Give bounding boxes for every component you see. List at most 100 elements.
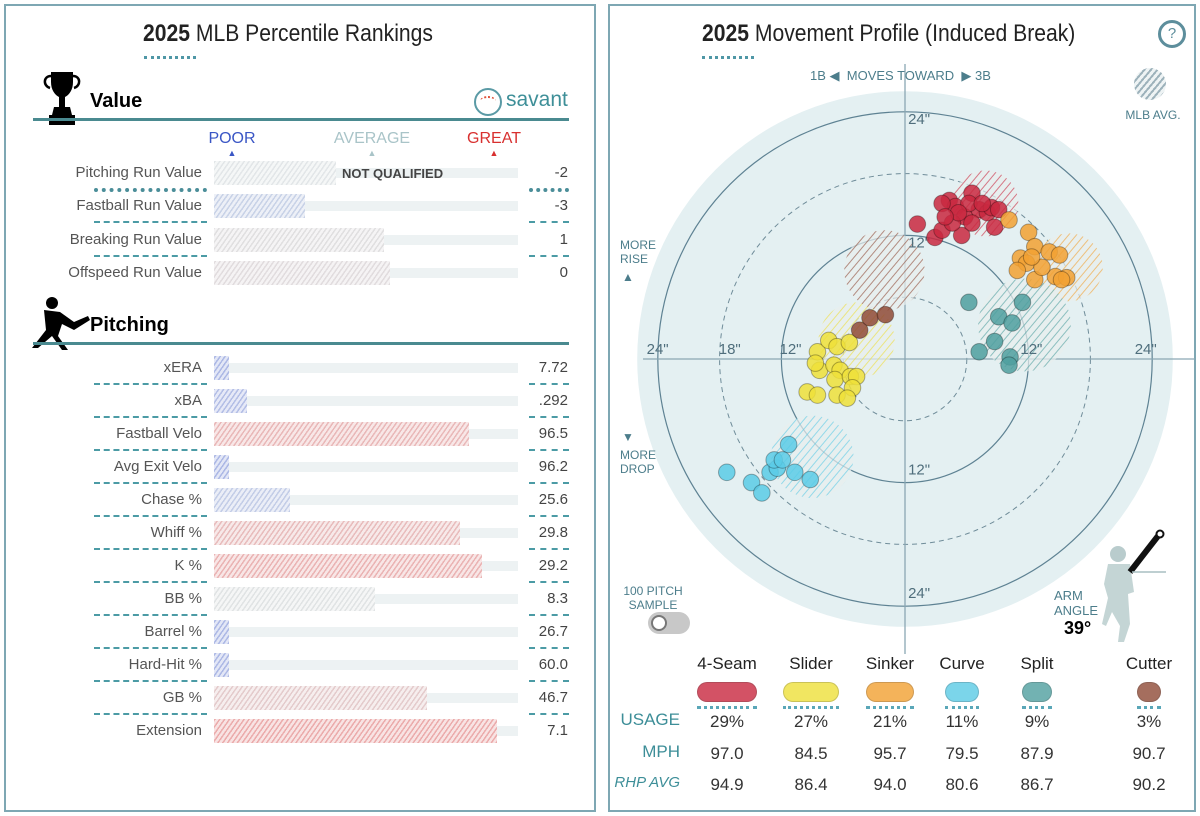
metric-label: xERA xyxy=(163,359,202,376)
arm-angle-figure-icon xyxy=(1102,529,1166,642)
percentile-bar[interactable] xyxy=(214,260,391,285)
metric-value: 25.6 xyxy=(538,491,568,508)
ring-label: 12" xyxy=(908,235,930,252)
metric-label: Barrel % xyxy=(144,623,202,640)
pitch-type-toggle[interactable] xyxy=(866,682,914,702)
percentile-bar[interactable] xyxy=(214,653,230,677)
percentile-title: 2025 MLB Percentile Rankings xyxy=(143,20,433,47)
metric-label: Offspeed Run Value xyxy=(68,263,202,281)
percentile-rankings-panel: 2025 MLB Percentile Rankings Value savan… xyxy=(4,4,596,812)
row-divider xyxy=(529,449,569,451)
metric-value: 1 xyxy=(559,230,568,248)
row-divider xyxy=(94,416,207,418)
savant-logo-icon xyxy=(474,88,502,116)
pitch-point-curve xyxy=(742,473,761,492)
percentile-bar[interactable] xyxy=(214,422,470,446)
pitch-point-split xyxy=(1003,314,1021,332)
pitch-type-toggle[interactable] xyxy=(945,682,979,702)
percentile-bar[interactable] xyxy=(214,554,482,578)
percentile-bar[interactable] xyxy=(214,389,248,413)
usage-value: 11% xyxy=(945,712,979,731)
direction-label: 1B ◀ MOVES TOWARD ▶ 3B xyxy=(810,68,991,83)
percentile-bar[interactable] xyxy=(214,686,427,710)
sample-toggle[interactable] xyxy=(648,612,690,634)
help-button[interactable]: ? xyxy=(1158,20,1186,48)
trophy-icon xyxy=(43,72,81,125)
metric-value: 60.0 xyxy=(538,656,568,673)
pitcher-icon xyxy=(32,297,90,350)
percentile-bar[interactable] xyxy=(214,356,230,380)
ring-label: 24" xyxy=(1135,341,1157,358)
drop-arrow-icon: ▼ xyxy=(622,430,634,444)
percentile-bar[interactable] xyxy=(214,587,376,611)
row-divider xyxy=(94,482,207,484)
pitch-type-toggle[interactable] xyxy=(1137,682,1161,702)
value-section-title: Value xyxy=(90,90,143,112)
usage-value: 29% xyxy=(709,712,745,731)
mph-value: 87.9 xyxy=(1020,744,1054,763)
pitch-point-curve xyxy=(718,463,736,482)
rhp-avg-value: 94.0 xyxy=(873,775,907,794)
percentile-bar[interactable] xyxy=(214,488,290,512)
percentile-bar[interactable] xyxy=(214,521,461,545)
pitch-type-name: Sinker xyxy=(865,654,915,673)
pitch-point-slider xyxy=(806,354,825,372)
row-divider xyxy=(529,188,569,192)
more-rise-label: MORE RISE xyxy=(620,238,656,266)
pitch-type-name: Slider xyxy=(789,654,833,673)
pitch-type-toggle[interactable] xyxy=(783,682,839,702)
scale-great: GREAT ▲ xyxy=(454,130,534,158)
row-divider xyxy=(529,647,569,649)
row-divider xyxy=(94,515,207,517)
metric-label: Avg Exit Velo xyxy=(113,458,202,475)
pitch-type-toggle[interactable] xyxy=(697,682,757,702)
pitch-type-name: Cutter xyxy=(1125,654,1173,673)
percentile-track xyxy=(214,462,518,472)
row-divider xyxy=(94,449,207,451)
ring-label: 24" xyxy=(908,585,930,602)
row-divider xyxy=(529,254,569,257)
pitch-point-sinker xyxy=(1019,223,1038,242)
percentile-bar[interactable] xyxy=(214,455,230,479)
percentile-bar[interactable] xyxy=(214,227,385,252)
not-qualified-label: NOT QUALIFIED xyxy=(342,166,444,181)
arrow-right-icon: ▶ xyxy=(961,68,972,83)
rhp-avg-value: 86.7 xyxy=(1020,775,1054,794)
row-divider xyxy=(94,254,207,257)
ring-label: 12" xyxy=(1020,341,1042,358)
usage-value: 3% xyxy=(1136,712,1162,731)
mph-value: 95.7 xyxy=(873,744,907,763)
row-divider xyxy=(529,515,569,517)
metric-value: 8.3 xyxy=(547,590,568,607)
mlb-avg-cutter xyxy=(844,230,925,311)
rhp-avg-row-label: RHP AVG xyxy=(614,774,680,791)
metric-label: Pitching Run Value xyxy=(75,164,202,181)
more-drop-label: MORE DROP xyxy=(620,448,656,476)
scale-poor: POOR ▲ xyxy=(192,130,272,158)
movement-chart: 24" 18" 12" 12" 24" 24" 12" 12" 24" xyxy=(637,64,1195,654)
pitch-point-cutter xyxy=(850,321,869,339)
rhp-avg-value: 80.6 xyxy=(945,775,979,794)
pitch-underline xyxy=(697,706,757,709)
usage-value: 21% xyxy=(872,712,908,731)
pitch-point-cutter xyxy=(876,305,895,324)
row-divider xyxy=(529,482,569,484)
metric-label: Breaking Run Value xyxy=(69,230,202,248)
percentile-bar[interactable] xyxy=(214,161,336,185)
pitch-point-sinker xyxy=(1008,261,1027,280)
percentile-track xyxy=(214,363,518,373)
pitch-point-4-seam xyxy=(908,215,927,233)
pitch-point-sinker xyxy=(1000,211,1018,229)
percentile-bar[interactable] xyxy=(214,719,497,743)
usage-row-label: USAGE xyxy=(620,710,680,729)
percentile-bar[interactable] xyxy=(214,194,306,219)
ring-label: 12" xyxy=(908,461,930,478)
usage-value: 27% xyxy=(793,712,829,731)
row-divider xyxy=(94,221,207,224)
percentile-bar[interactable] xyxy=(214,620,230,644)
pitch-type-toggle[interactable] xyxy=(1022,682,1052,702)
percentile-track xyxy=(214,396,518,406)
metric-label: Fastball Run Value xyxy=(76,197,202,215)
row-divider xyxy=(94,188,207,192)
pitch-point-curve xyxy=(753,484,771,502)
